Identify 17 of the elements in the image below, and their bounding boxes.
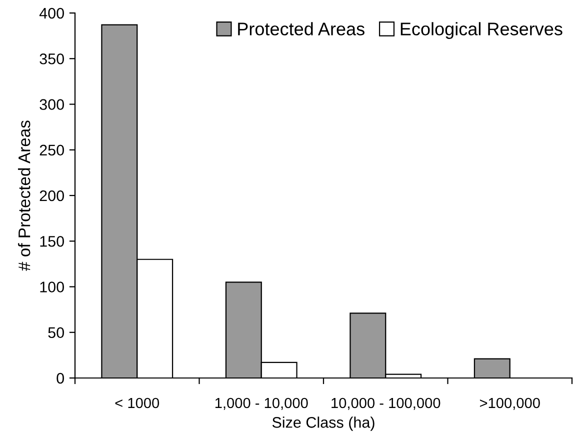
x-axis-title: Size Class (ha) [272, 416, 374, 431]
y-tick-label: 250 [40, 144, 64, 156]
x-tick-label: 10,000 - 100,000 [332, 398, 440, 410]
y-tick-label: 350 [40, 53, 64, 64]
legend-label: Protected Areas [238, 22, 364, 36]
y-tick-label: 50 [48, 327, 64, 338]
y-tick-label: 300 [40, 99, 64, 110]
y-tick-label: 0 [56, 372, 64, 384]
x-tick-label: 1,000 - 10,000 [215, 398, 308, 410]
y-tick-label: 150 [40, 236, 64, 247]
y-axis-title: # of Protected Areas [18, 120, 30, 271]
y-tick-label: 200 [40, 190, 64, 202]
y-tick-label: 100 [40, 282, 64, 292]
y-tick-label: 400 [39, 8, 64, 19]
x-tick-label: < 1000 [115, 398, 160, 408]
x-tick-label: >100,000 [480, 398, 540, 410]
legend-label: Ecological Reserves [400, 22, 562, 39]
